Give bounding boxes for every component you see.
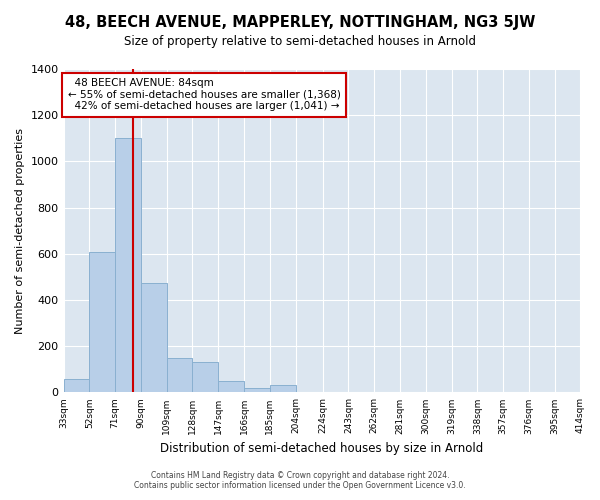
- Text: Contains HM Land Registry data © Crown copyright and database right 2024.
Contai: Contains HM Land Registry data © Crown c…: [134, 470, 466, 490]
- Bar: [193, 362, 218, 392]
- Text: Size of property relative to semi-detached houses in Arnold: Size of property relative to semi-detach…: [124, 35, 476, 48]
- Bar: [89, 252, 115, 392]
- Bar: [167, 358, 193, 392]
- Bar: [218, 381, 244, 392]
- Text: 48 BEECH AVENUE: 84sqm
← 55% of semi-detached houses are smaller (1,368)
  42% o: 48 BEECH AVENUE: 84sqm ← 55% of semi-det…: [68, 78, 340, 112]
- Bar: [244, 388, 270, 392]
- Bar: [270, 386, 296, 392]
- Bar: [115, 138, 141, 392]
- Text: 48, BEECH AVENUE, MAPPERLEY, NOTTINGHAM, NG3 5JW: 48, BEECH AVENUE, MAPPERLEY, NOTTINGHAM,…: [65, 15, 535, 30]
- Bar: [141, 282, 167, 393]
- Y-axis label: Number of semi-detached properties: Number of semi-detached properties: [15, 128, 25, 334]
- X-axis label: Distribution of semi-detached houses by size in Arnold: Distribution of semi-detached houses by …: [160, 442, 484, 455]
- Bar: [64, 378, 89, 392]
